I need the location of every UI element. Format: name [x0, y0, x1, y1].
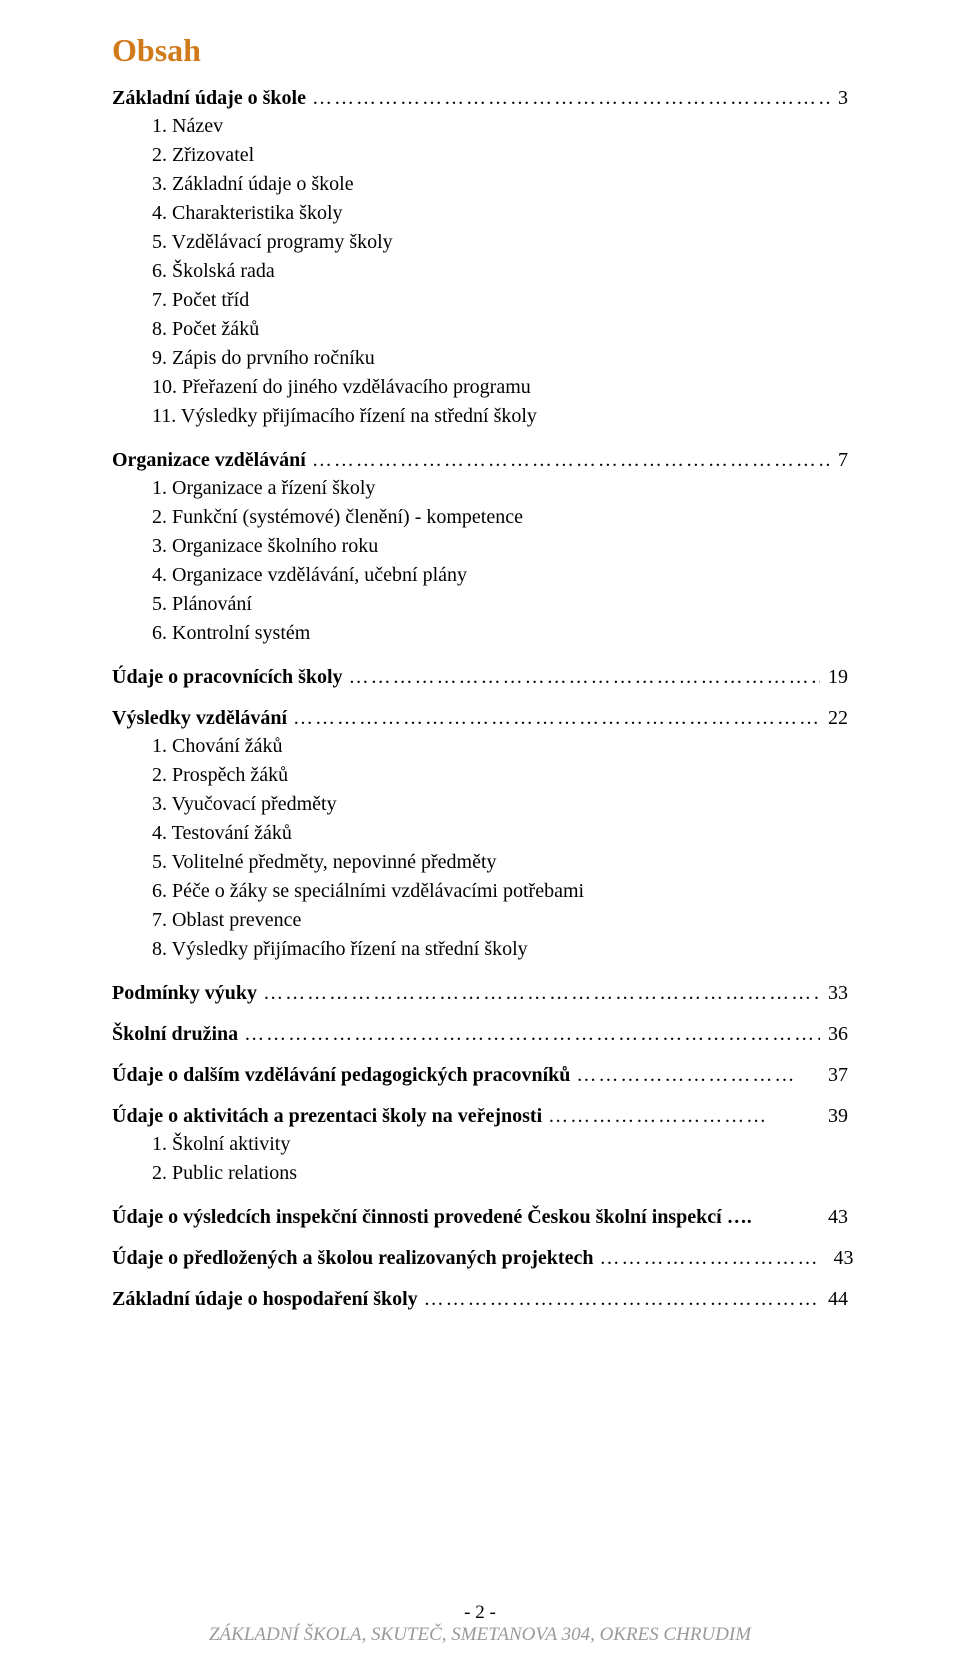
toc-subitem: 6. Kontrolní systém — [112, 619, 848, 648]
toc-subitem: 6. Školská rada — [112, 257, 848, 286]
leader-dots: …………………………………………………………………………………………………………… — [257, 982, 820, 1005]
toc-page-number: 7 — [830, 449, 848, 472]
toc-subitem: 5. Volitelné předměty, nepovinné předmět… — [112, 848, 848, 877]
toc-subitem: 1. Organizace a řízení školy — [112, 474, 848, 503]
toc-subitem: 8. Počet žáků — [112, 315, 848, 344]
toc-sublist: 1. Školní aktivity2. Public relations — [112, 1130, 848, 1188]
toc-heading-label: Základní údaje o škole — [112, 87, 306, 110]
toc-heading-label: Údaje o aktivitách a prezentaci školy na… — [112, 1105, 542, 1128]
toc-heading-label: Údaje o výsledcích inspekční činnosti pr… — [112, 1206, 752, 1229]
toc-page-number: 22 — [820, 707, 848, 730]
toc-page-number: 36 — [820, 1023, 848, 1046]
toc-section: Údaje o předložených a školou realizovan… — [112, 1247, 848, 1270]
toc-heading-row: Základní údaje o hospodaření školy………………… — [112, 1288, 848, 1311]
toc-sublist: 1. Organizace a řízení školy2. Funkční (… — [112, 474, 848, 648]
toc-section: Údaje o pracovnících školy……………………………………… — [112, 666, 848, 689]
toc-heading-row: Údaje o výsledcích inspekční činnosti pr… — [112, 1206, 848, 1229]
toc-heading-label: Organizace vzdělávání — [112, 449, 306, 472]
toc-subitem: 10. Přeřazení do jiného vzdělávacího pro… — [112, 373, 848, 402]
toc-page-number: 37 — [820, 1064, 848, 1087]
toc-heading-row: Základní údaje o škole………………………………………………… — [112, 87, 848, 110]
toc-heading-label: Údaje o dalším vzdělávání pedagogických … — [112, 1064, 570, 1087]
footer-school-name: ZÁKLADNÍ ŠKOLA, SKUTEČ, SMETANOVA 304, O… — [209, 1624, 751, 1645]
leader-dots: …………………………………………………………………………………………………………… — [306, 87, 830, 110]
toc-heading-label: Podmínky výuky — [112, 982, 257, 1005]
toc-sublist: 1. Chování žáků2. Prospěch žáků3. Vyučov… — [112, 732, 848, 964]
toc-subitem: 2. Zřizovatel — [112, 141, 848, 170]
toc-heading-row: Údaje o dalším vzdělávání pedagogických … — [112, 1064, 848, 1087]
toc-subitem: 6. Péče o žáky se speciálními vzdělávací… — [112, 877, 848, 906]
toc-subitem: 5. Plánování — [112, 590, 848, 619]
toc-heading-label: Údaje o předložených a školou realizovan… — [112, 1247, 593, 1270]
toc-section: Organizace vzdělávání…………………………………………………… — [112, 449, 848, 648]
toc-subitem: 1. Název — [112, 112, 848, 141]
toc-heading-row: Údaje o pracovnících školy……………………………………… — [112, 666, 848, 689]
toc-page-number: 19 — [820, 666, 848, 689]
toc-heading-row: Školní družina……………………………………………………………………… — [112, 1023, 848, 1046]
leader-dots: ………………………… — [570, 1064, 802, 1087]
toc-page-number: 44 — [820, 1288, 848, 1311]
leader-dots: ………………………… — [593, 1247, 825, 1270]
toc-section: Základní údaje o škole………………………………………………… — [112, 87, 848, 431]
toc-subitem: 7. Oblast prevence — [112, 906, 848, 935]
toc-subitem: 1. Školní aktivity — [112, 1130, 848, 1159]
leader-dots: …………………………………………………………………………………………………………… — [418, 1288, 820, 1311]
toc-section: Podmínky výuky……………………………………………………………………… — [112, 982, 848, 1005]
leader-dots: …………………………………………………………………………………………………………… — [306, 449, 830, 472]
page-footer: - 2 - ZÁKLADNÍ ŠKOLA, SKUTEČ, SMETANOVA … — [0, 1602, 960, 1646]
toc-subitem: 3. Vyučovací předměty — [112, 790, 848, 819]
table-of-contents: Základní údaje o škole………………………………………………… — [112, 87, 848, 1311]
leader-dots: ………………………… — [542, 1105, 774, 1128]
toc-section: Údaje o aktivitách a prezentaci školy na… — [112, 1105, 848, 1188]
leader-dots: …………………………………………………………………………………………………………… — [287, 707, 820, 730]
toc-page-number: 3 — [830, 87, 848, 110]
footer-page-number: - 2 - — [0, 1602, 960, 1624]
toc-heading-row: Údaje o aktivitách a prezentaci školy na… — [112, 1105, 848, 1128]
toc-subitem: 3. Organizace školního roku — [112, 532, 848, 561]
toc-heading-row: Údaje o předložených a školou realizovan… — [112, 1247, 848, 1270]
page-title: Obsah — [112, 32, 848, 69]
toc-subitem: 1. Chování žáků — [112, 732, 848, 761]
toc-heading-label: Údaje o pracovnících školy — [112, 666, 343, 689]
toc-subitem: 2. Prospěch žáků — [112, 761, 848, 790]
toc-sublist: 1. Název2. Zřizovatel3. Základní údaje o… — [112, 112, 848, 431]
toc-subitem: 4. Charakteristika školy — [112, 199, 848, 228]
toc-heading-row: Výsledky vzdělávání………………………………………………………… — [112, 707, 848, 730]
toc-page-number: 39 — [820, 1105, 848, 1128]
toc-heading-label: Základní údaje o hospodaření školy — [112, 1288, 418, 1311]
toc-heading-label: Školní družina — [112, 1023, 238, 1046]
toc-subitem: 8. Výsledky přijímacího řízení na středn… — [112, 935, 848, 964]
leader-dots: …………………………………………………………………………………………………………… — [343, 666, 820, 689]
toc-subitem: 11. Výsledky přijímacího řízení na střed… — [112, 402, 848, 431]
toc-heading-row: Podmínky výuky……………………………………………………………………… — [112, 982, 848, 1005]
toc-subitem: 2. Public relations — [112, 1159, 848, 1188]
toc-heading-row: Organizace vzdělávání…………………………………………………… — [112, 449, 848, 472]
toc-section: Údaje o dalším vzdělávání pedagogických … — [112, 1064, 848, 1087]
toc-subitem: 9. Zápis do prvního ročníku — [112, 344, 848, 373]
toc-page-number: 43 — [825, 1247, 853, 1270]
toc-heading-label: Výsledky vzdělávání — [112, 707, 287, 730]
toc-section: Školní družina……………………………………………………………………… — [112, 1023, 848, 1046]
toc-page-number: 33 — [820, 982, 848, 1005]
toc-subitem: 2. Funkční (systémové) členění) - kompet… — [112, 503, 848, 532]
leader-dots: …………………………………………………………………………………………………………… — [238, 1023, 820, 1046]
toc-subitem: 3. Základní údaje o škole — [112, 170, 848, 199]
toc-section: Údaje o výsledcích inspekční činnosti pr… — [112, 1206, 848, 1229]
toc-subitem: 4. Testování žáků — [112, 819, 848, 848]
toc-page-number: 43 — [820, 1206, 848, 1229]
toc-subitem: 5. Vzdělávací programy školy — [112, 228, 848, 257]
toc-subitem: 4. Organizace vzdělávání, učební plány — [112, 561, 848, 590]
toc-section: Základní údaje o hospodaření školy………………… — [112, 1288, 848, 1311]
toc-subitem: 7. Počet tříd — [112, 286, 848, 315]
toc-section: Výsledky vzdělávání………………………………………………………… — [112, 707, 848, 964]
